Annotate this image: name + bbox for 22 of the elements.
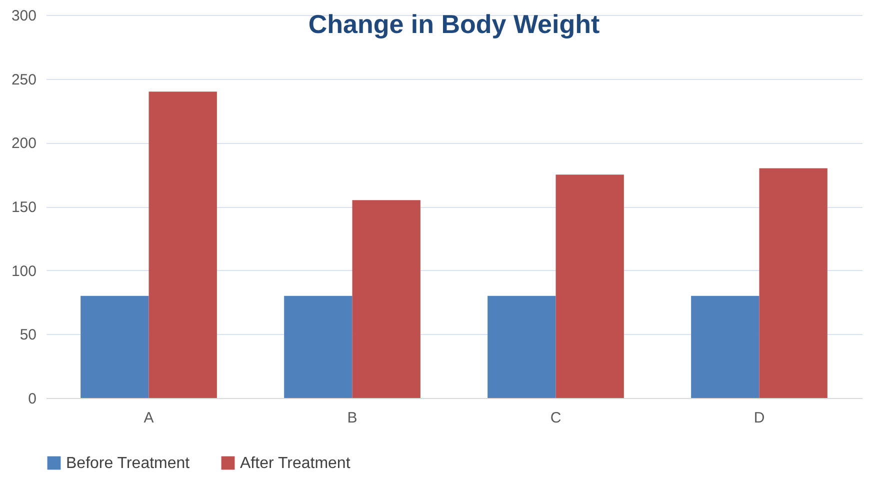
y-tick-label: 150 xyxy=(11,199,36,216)
x-tick-label: D xyxy=(754,410,765,426)
y-tick-label: 200 xyxy=(11,135,36,152)
x-tick-label: B xyxy=(347,410,358,426)
y-tick-label: 0 xyxy=(28,390,36,408)
legend-label: After Treatment xyxy=(240,455,351,472)
chart-title: Change in Body Weight xyxy=(308,9,600,39)
bar xyxy=(284,296,352,398)
bar xyxy=(80,296,149,398)
bar xyxy=(148,92,217,398)
legend-label: Before Treatment xyxy=(66,455,190,472)
y-tick-label: 250 xyxy=(11,71,36,88)
bar xyxy=(488,296,556,398)
bar xyxy=(691,296,760,398)
x-tick-label: C xyxy=(550,410,562,426)
bar xyxy=(759,168,828,398)
x-tick-label: A xyxy=(144,410,154,426)
y-tick-label: 50 xyxy=(20,326,36,344)
bar xyxy=(556,174,624,398)
bar xyxy=(352,200,420,398)
y-tick-label: 300 xyxy=(11,8,36,24)
y-tick-label: 100 xyxy=(11,262,36,280)
